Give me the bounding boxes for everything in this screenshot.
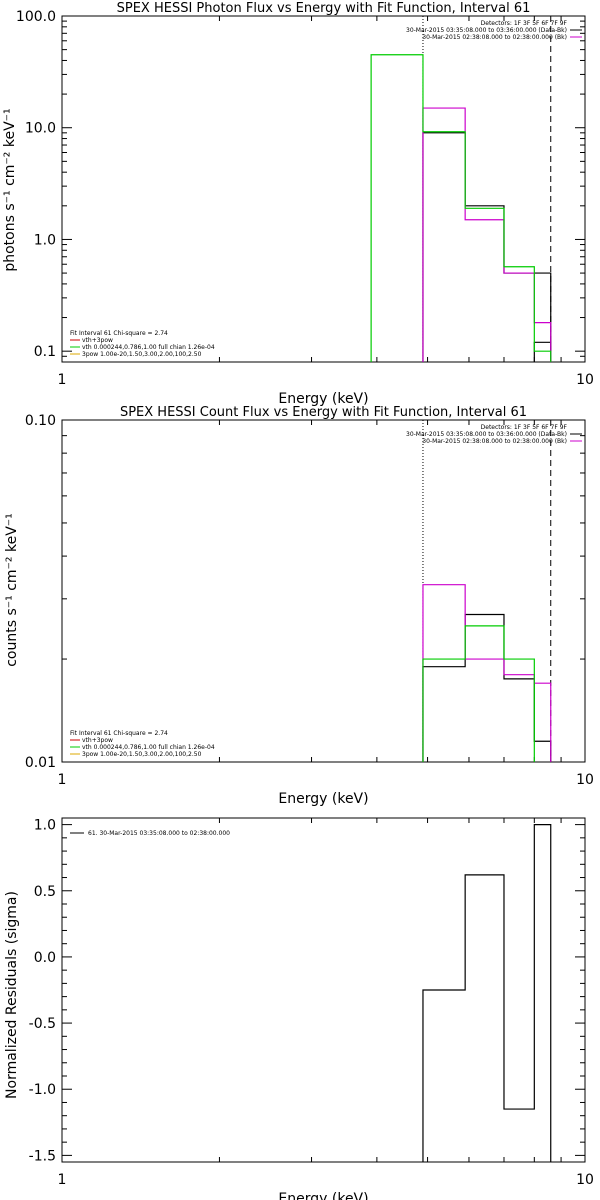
x-axis-label: Energy (keV) — [278, 391, 368, 407]
plot-frame — [61, 419, 586, 763]
y-tick-label: 100.0 — [16, 9, 56, 25]
y-axis-label: Normalized Residuals (sigma) — [4, 891, 20, 1099]
fit-legend-line: Fit Interval 61 Chi-square = 2.74 — [70, 330, 168, 337]
x-tick-label: 10 — [576, 772, 594, 788]
fit-legend-line: vth+3pow — [82, 337, 113, 344]
chart-title: SPEX HESSI Photon Flux vs Energy with Fi… — [117, 1, 531, 16]
x-axis: 1 10 — [58, 420, 594, 788]
series-step-4 — [370, 54, 552, 362]
fit-legend-line: vth 0.000244,0.786,1.00 full chian 1.26e… — [82, 744, 215, 751]
fit-legend-line: 3pow 1.00e-20,1.50,3.00,2.00,100,2.50 — [82, 751, 202, 758]
info-line: Detectors: 1F 3F 5F 6F 7F 9F — [481, 20, 568, 27]
chart-title: SPEX HESSI Count Flux vs Energy with Fit… — [120, 405, 527, 420]
info-line: 30-Mar-2015 03:35:08.000 to 03:36:00.000… — [406, 27, 567, 34]
y-axis: 0.1 1.0 10.0 100.0 — [16, 9, 585, 363]
series-step-2 — [533, 341, 552, 362]
y-tick-label: 1.0 — [34, 818, 56, 834]
info-line: 30-Mar-2015 02:38:08.000 to 02:38:00.000… — [422, 34, 567, 41]
x-tick-label: 1 — [58, 1172, 67, 1188]
x-tick-label: 10 — [576, 1172, 594, 1188]
y-tick-label: 0.0 — [34, 950, 56, 966]
x-axis: 1 10 — [58, 16, 594, 388]
panel-2: SPEX HESSI Count Flux vs Energy with Fit… — [4, 405, 594, 807]
info-line: 30-Mar-2015 03:35:08.000 to 03:36:00.000… — [406, 431, 567, 438]
y-tick-label: 10.0 — [25, 121, 56, 137]
series-step-1 — [422, 132, 552, 362]
x-axis: 1 10 — [58, 818, 594, 1188]
x-axis-label: Energy (keV) — [278, 791, 368, 807]
panel-1: SPEX HESSI Photon Flux vs Energy with Fi… — [2, 1, 594, 407]
y-tick-label: -1.0 — [29, 1082, 56, 1098]
legend-label: 61. 30-Mar-2015 03:35:08.000 to 02:38:00… — [88, 830, 230, 837]
y-axis-label: photons s⁻¹ cm⁻² keV⁻¹ — [2, 108, 18, 271]
series-step-1 — [422, 824, 552, 1162]
plot-frame — [61, 15, 586, 363]
fit-legend-line: 3pow 1.00e-20,1.50,3.00,2.00,100,2.50 — [82, 351, 202, 358]
x-tick-label: 1 — [58, 372, 67, 388]
y-tick-label: -1.5 — [29, 1148, 56, 1164]
plot-frame — [61, 817, 586, 1163]
y-tick-label: -0.5 — [29, 1016, 56, 1032]
series-step-2 — [422, 584, 552, 762]
y-axis: -1.5 -1.0 -0.5 0.0 0.5 1.0 — [29, 818, 585, 1164]
y-axis: 0.01 0.10 — [25, 413, 585, 771]
y-tick-label: 1.0 — [34, 232, 56, 248]
series-step-3 — [422, 625, 535, 762]
y-tick-label: 0.5 — [34, 884, 56, 900]
fit-legend-line: vth+3pow — [82, 737, 113, 744]
series-step-3 — [422, 107, 552, 362]
fit-legend-line: Fit Interval 61 Chi-square = 2.74 — [70, 730, 168, 737]
panel-3: 1 10 Energy (keV) -1.5 -1.0 -0.5 0.0 0.5 1.0 Norm… — [4, 817, 594, 1200]
x-tick-label: 10 — [576, 372, 594, 388]
y-tick-label: 0.01 — [25, 755, 56, 771]
y-tick-label: 0.10 — [25, 413, 56, 429]
x-axis-label: Energy (keV) — [278, 1191, 368, 1200]
series-step-1 — [422, 613, 552, 762]
fit-legend-line: vth 0.000244,0.786,1.00 full chian 1.26e… — [82, 344, 215, 351]
y-tick-label: 0.1 — [34, 344, 56, 360]
info-line: Detectors: 1F 3F 5F 6F 7F 9F — [481, 424, 568, 431]
y-axis-label: counts s⁻¹ cm⁻² keV⁻¹ — [4, 513, 20, 667]
info-line: 30-Mar-2015 02:38:08.000 to 02:38:00.000… — [422, 438, 567, 445]
x-tick-label: 1 — [58, 772, 67, 788]
